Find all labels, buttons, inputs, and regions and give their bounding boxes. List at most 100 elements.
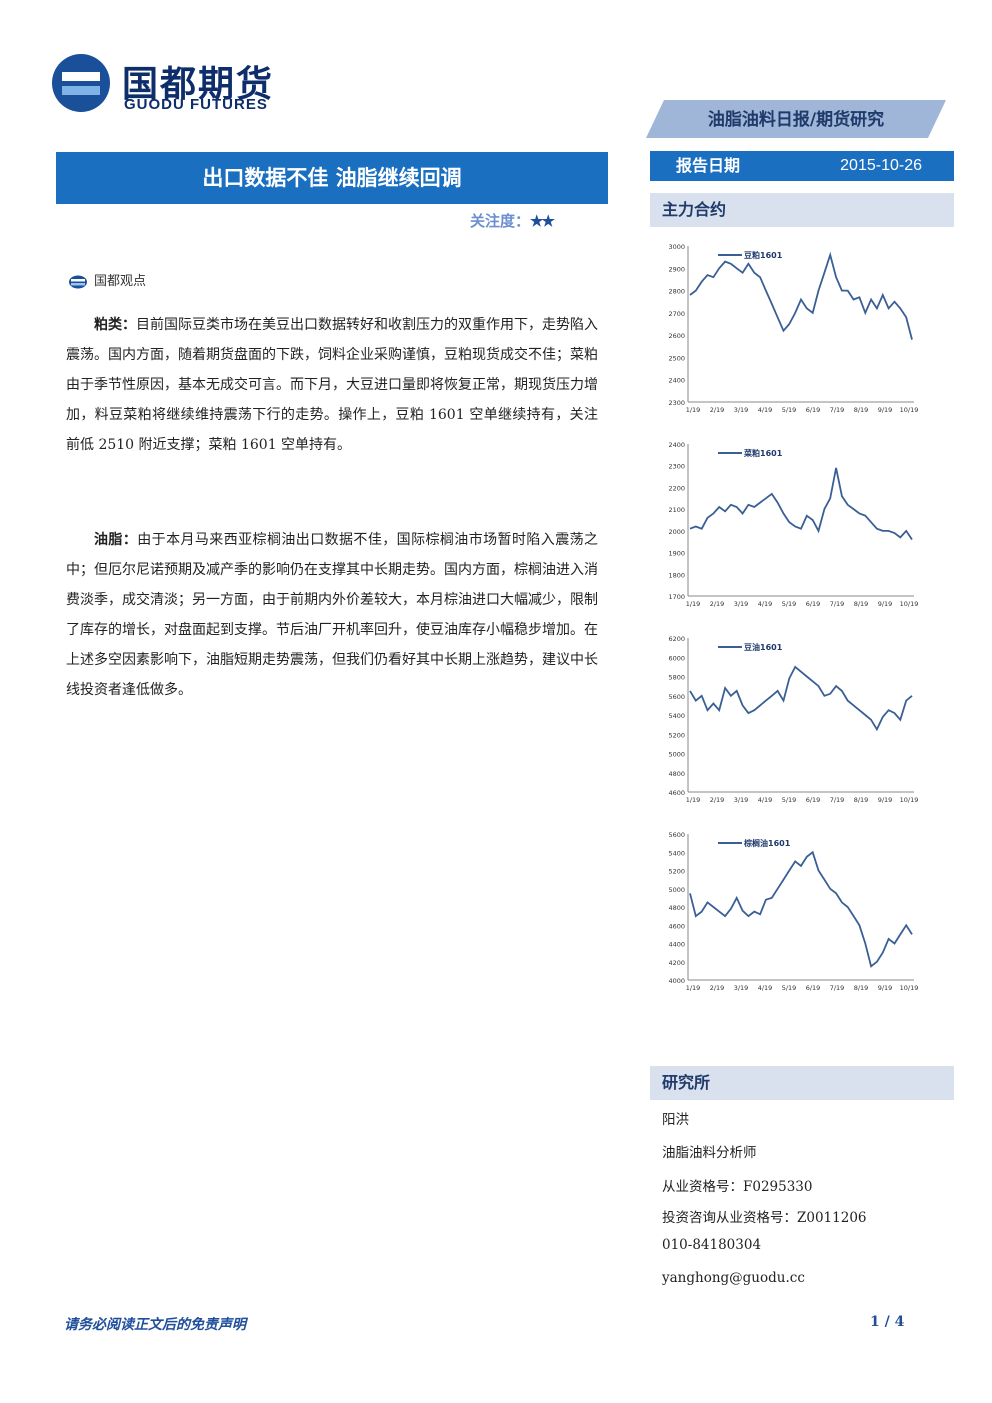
- x-tick-label: 5/19: [782, 796, 797, 804]
- page-number: 1 / 4: [870, 1314, 905, 1330]
- x-tick-label: 5/19: [782, 984, 797, 992]
- chart-palm-oil: 5600 5400 5200 5000 4800 4600 4400 4200 4000 1/19…: [660, 826, 920, 998]
- y-tick-label: 4800: [668, 770, 685, 778]
- oil-paragraph: 油脂：由于本月马来西亚棕榈油出口数据不佳，国际棕榈油市场暂时陷入震荡之中；但厄尔…: [66, 525, 598, 705]
- analyst-license: 从业资格号：F0295330: [662, 1179, 813, 1195]
- x-tick-label: 2/19: [710, 600, 725, 608]
- x-tick-label: 3/19: [734, 600, 749, 608]
- series-line: [689, 467, 913, 541]
- y-tick-label: 5600: [668, 831, 685, 839]
- analyst-name: 阳洪: [662, 1112, 689, 1128]
- chart-rapeseed-meal: 2400 2300 2200 2100 2000 1900 1800 1700 1/19 2/19…: [660, 436, 920, 614]
- y-tick-label: 4800: [668, 904, 685, 912]
- x-tick-label: 10/19: [900, 984, 919, 992]
- legend-label: 棕榈油1601: [743, 838, 791, 848]
- legend-label: 豆粕1601: [744, 250, 783, 260]
- y-tick-label: 2400: [668, 441, 685, 449]
- x-tick-label: 7/19: [830, 406, 845, 414]
- section-label: 国都观点: [68, 270, 146, 289]
- attention-rating: 关注度：★★: [470, 210, 555, 231]
- x-tick-label: 7/19: [830, 600, 845, 608]
- x-tick-label: 4/19: [758, 600, 773, 608]
- x-tick-label: 10/19: [900, 796, 919, 804]
- y-tick-label: 2000: [668, 528, 685, 536]
- report-date-bar: 报告日期 2015-10-26: [650, 151, 954, 181]
- x-tick-label: 8/19: [854, 796, 869, 804]
- section-label-text: 国都观点: [94, 274, 147, 289]
- y-tick-label: 4000: [668, 977, 685, 985]
- y-tick-label: 2100: [668, 506, 685, 514]
- meal-text: 目前国际豆类市场在美豆出口数据转好和收割压力的双重作用下，走势陷入震荡。国内方面…: [66, 317, 598, 453]
- x-tick-label: 10/19: [900, 600, 919, 608]
- contracts-heading: 主力合约: [650, 193, 954, 227]
- y-tick-label: 4200: [668, 959, 685, 967]
- y-tick-label: 6000: [668, 654, 685, 662]
- x-tick-label: 4/19: [758, 984, 773, 992]
- x-tick-label: 1/19: [686, 600, 701, 608]
- x-tick-label: 8/19: [854, 406, 869, 414]
- bullet-logo-icon: [68, 275, 88, 289]
- x-tick-label: 1/19: [686, 984, 701, 992]
- x-tick-label: 9/19: [878, 600, 893, 608]
- y-tick-label: 5400: [668, 849, 685, 857]
- y-tick-label: 1700: [668, 593, 685, 601]
- guodu-logo-icon: [50, 52, 112, 114]
- legend-label: 豆油1601: [744, 642, 783, 652]
- x-tick-label: 8/19: [854, 600, 869, 608]
- report-category-tag: 油脂油料日报/期货研究: [646, 100, 946, 138]
- y-tick-label: 2700: [668, 310, 685, 318]
- date-label: 报告日期: [676, 156, 741, 175]
- y-tick-label: 3000: [668, 243, 685, 251]
- x-tick-label: 1/19: [686, 406, 701, 414]
- y-tick-label: 5000: [668, 751, 685, 759]
- analyst-phone: 010-84180304: [662, 1237, 762, 1253]
- y-tick-label: 1900: [668, 550, 685, 558]
- x-tick-label: 8/19: [854, 984, 869, 992]
- y-tick-label: 2800: [668, 288, 685, 296]
- y-tick-label: 5600: [668, 693, 685, 701]
- y-tick-label: 5200: [668, 868, 685, 876]
- y-tick-label: 2500: [668, 354, 685, 362]
- x-tick-label: 2/19: [710, 984, 725, 992]
- oil-text: 由于本月马来西亚棕榈油出口数据不佳，国际棕榈油市场暂时陷入震荡之中；但厄尔尼诺预…: [66, 532, 599, 698]
- chart-soybean-oil: 6200 6000 5800 5600 5400 5200 5000 4800 4600 1/19…: [660, 630, 920, 810]
- disclaimer-link[interactable]: 请务必阅读正文后的免责声明: [64, 1317, 246, 1333]
- x-tick-label: 3/19: [734, 796, 749, 804]
- x-tick-label: 6/19: [806, 406, 821, 414]
- y-tick-label: 4600: [668, 922, 685, 930]
- y-tick-label: 2300: [668, 463, 685, 471]
- y-tick-label: 2400: [668, 377, 685, 385]
- y-tick-label: 5800: [668, 674, 685, 682]
- series-line: [689, 665, 913, 732]
- y-tick-label: 2900: [668, 265, 685, 273]
- report-title: 出口数据不佳 油脂继续回调: [56, 152, 608, 204]
- meal-lead: 粕类：: [94, 317, 136, 333]
- analyst-email[interactable]: yanghong@guodu.cc: [662, 1270, 805, 1286]
- analyst-consult-license: 投资咨询从业资格号：Z0011206: [662, 1210, 867, 1226]
- y-tick-label: 2300: [668, 399, 685, 407]
- x-tick-label: 3/19: [734, 984, 749, 992]
- chart-soymeal: 3000 2900 2800 2700 2600 2500 2400 2300 1/19 2/19…: [660, 238, 920, 420]
- research-heading: 研究所: [650, 1066, 954, 1100]
- x-tick-label: 7/19: [830, 984, 845, 992]
- y-tick-label: 4600: [668, 789, 685, 797]
- x-tick-label: 1/19: [686, 796, 701, 804]
- y-tick-label: 4400: [668, 941, 685, 949]
- x-tick-label: 10/19: [900, 406, 919, 414]
- attention-label: 关注度：: [470, 212, 531, 230]
- y-tick-label: 6200: [668, 635, 685, 643]
- star-rating-icon: ★★: [530, 212, 555, 230]
- y-tick-label: 2200: [668, 484, 685, 492]
- x-tick-label: 7/19: [830, 796, 845, 804]
- x-tick-label: 2/19: [710, 796, 725, 804]
- analyst-role: 油脂油料分析师: [662, 1145, 757, 1161]
- x-tick-label: 6/19: [806, 984, 821, 992]
- x-tick-label: 5/19: [782, 406, 797, 414]
- x-tick-label: 6/19: [806, 600, 821, 608]
- logo-english-name: GUODU FUTURES: [124, 96, 268, 113]
- oil-lead: 油脂：: [94, 532, 138, 548]
- y-tick-label: 2600: [668, 332, 685, 340]
- y-tick-label: 5000: [668, 886, 685, 894]
- x-tick-label: 5/19: [782, 600, 797, 608]
- series-line: [689, 251, 913, 340]
